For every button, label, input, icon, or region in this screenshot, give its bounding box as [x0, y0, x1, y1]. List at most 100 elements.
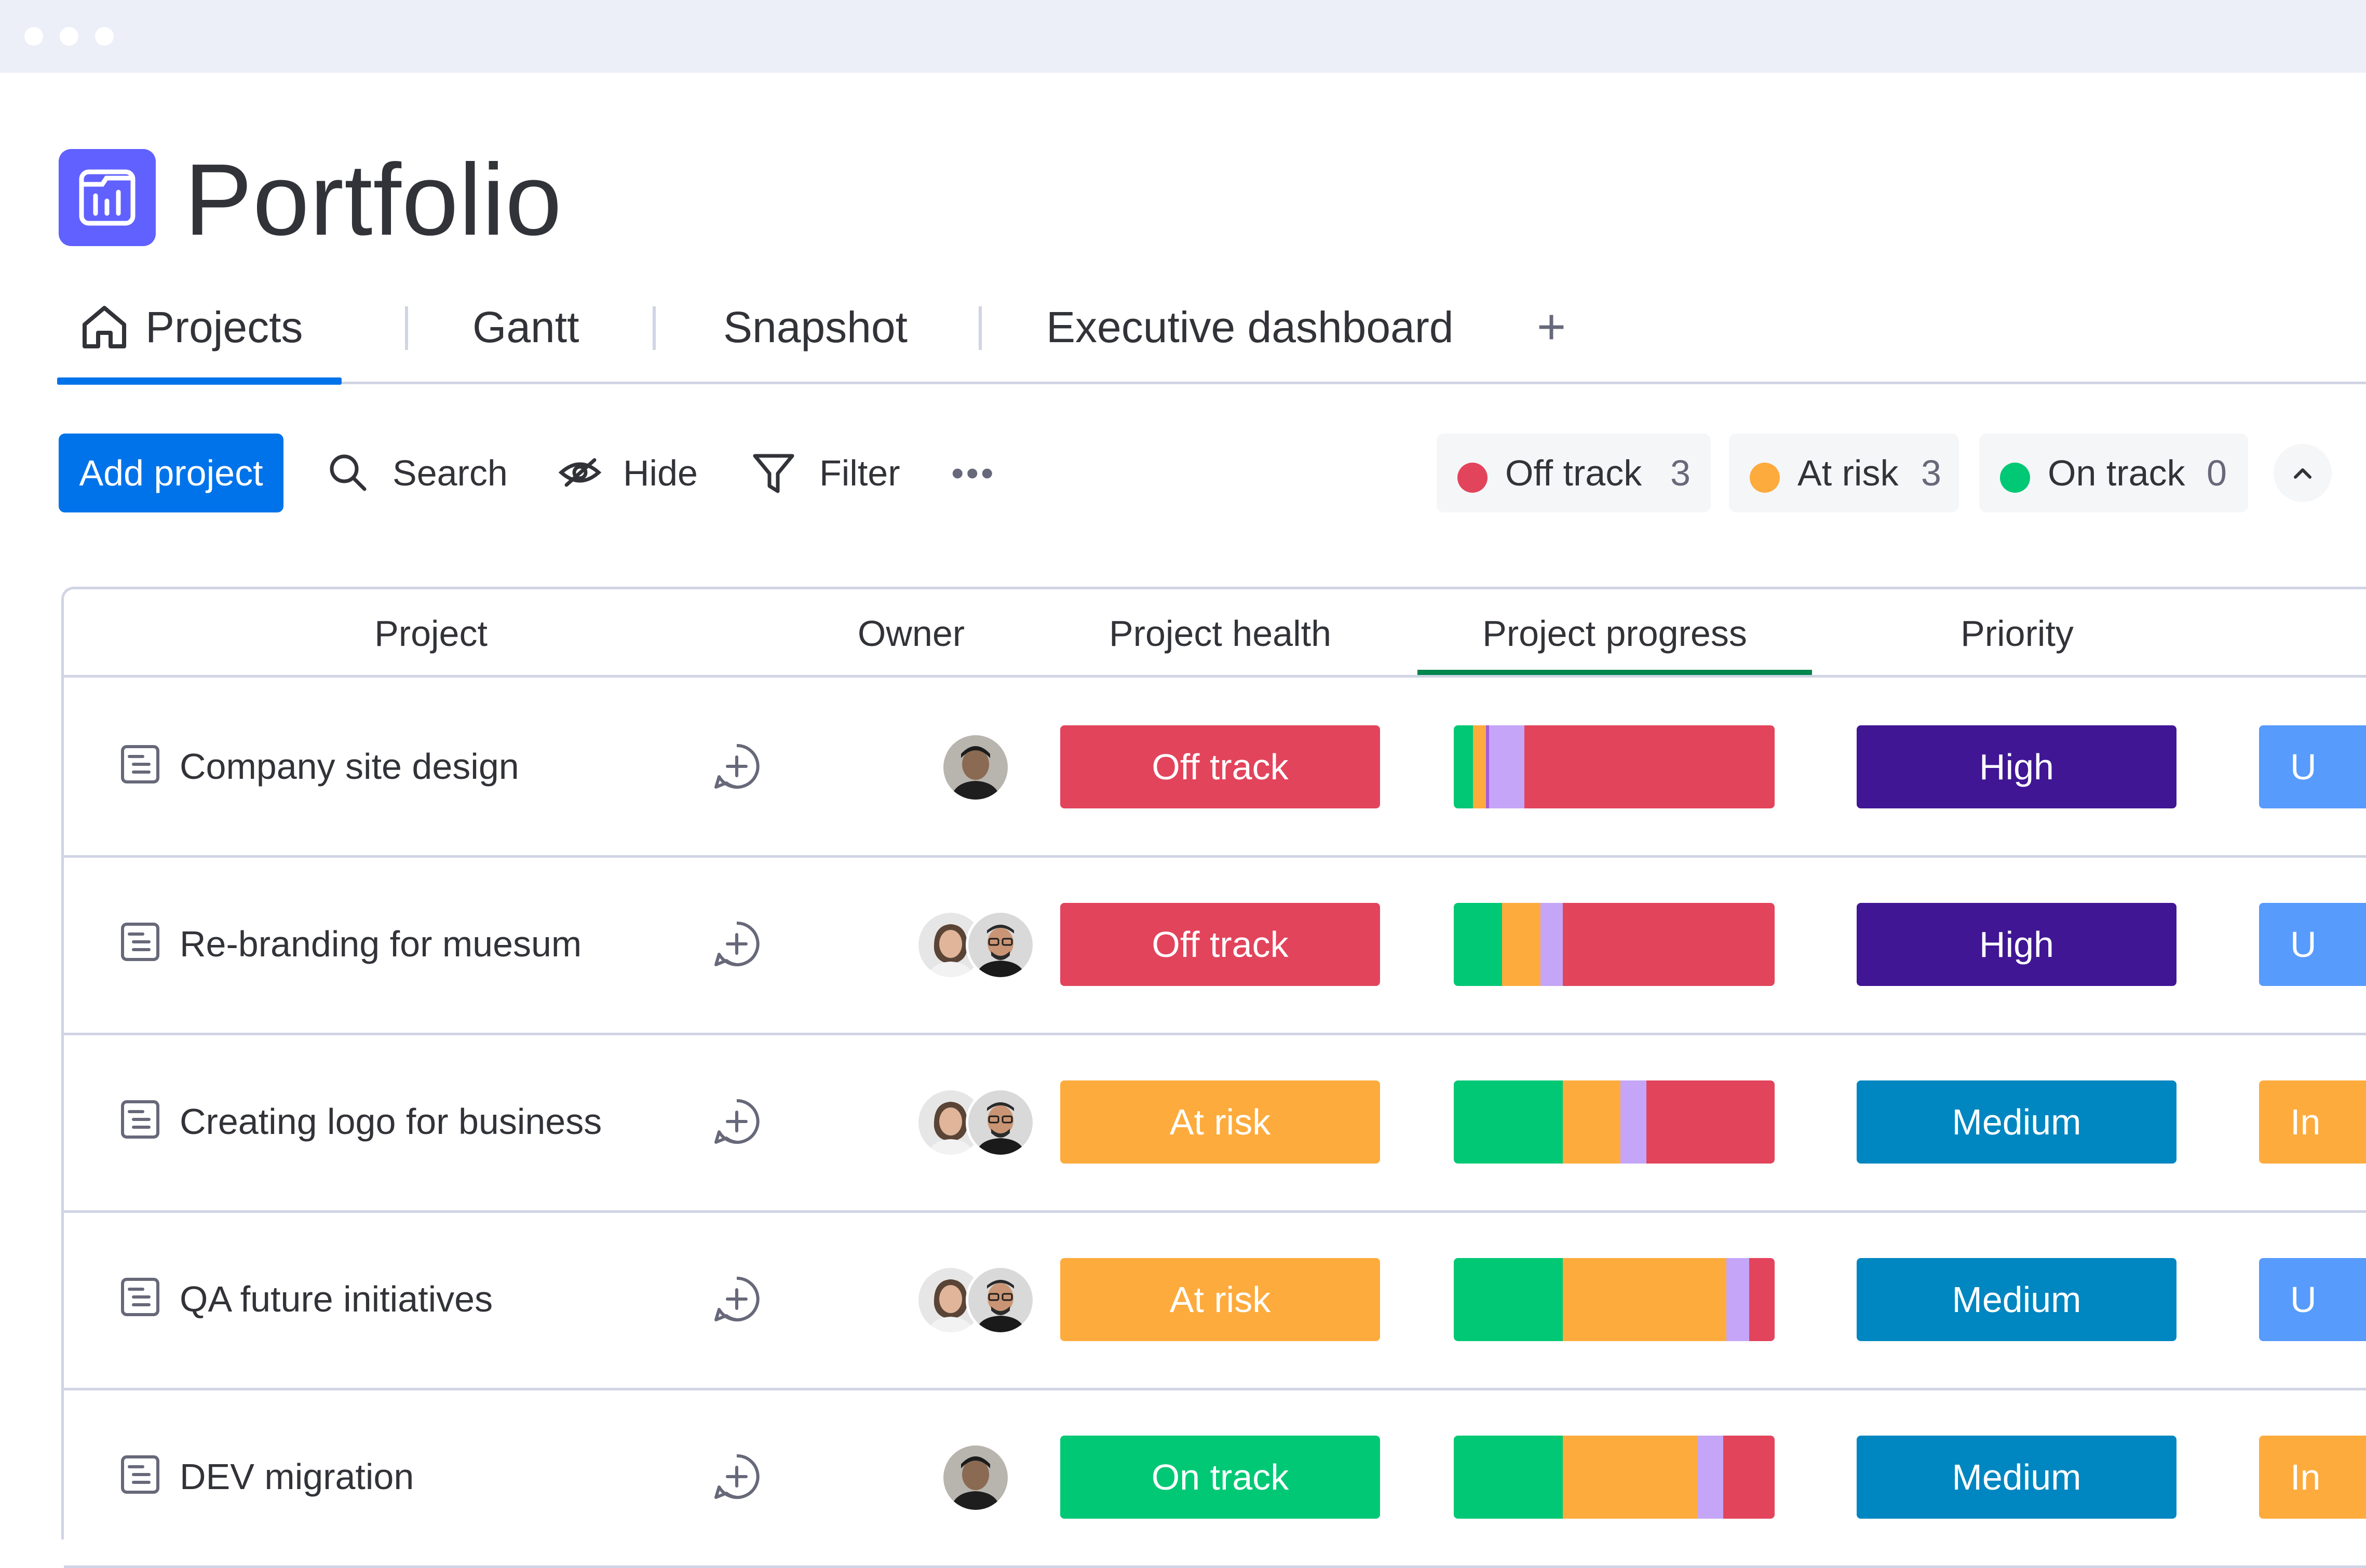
search-button[interactable]: Search [393, 453, 508, 493]
truncated-status-cell[interactable]: In [2259, 1436, 2366, 1519]
table-row[interactable]: Creating logo for business At risk Medium I… [64, 1033, 2366, 1213]
priority-badge[interactable]: Medium [1857, 1258, 2176, 1341]
active-column-indicator [1417, 670, 1812, 675]
progress-bar[interactable] [1454, 1258, 1775, 1341]
priority-badge[interactable]: High [1857, 903, 2176, 986]
truncated-status-cell[interactable]: U [2259, 903, 2366, 986]
status-dot [1457, 463, 1488, 493]
progress-segment [1454, 725, 1473, 808]
avatar[interactable] [916, 910, 985, 980]
column-header-project-progress[interactable]: Project progress [1482, 613, 1747, 654]
hide-button[interactable]: Hide [623, 453, 698, 493]
more-options-icon[interactable]: ••• [951, 453, 996, 493]
column-header-project-health[interactable]: Project health [1108, 613, 1332, 654]
progress-segment [1454, 1080, 1563, 1164]
status-chip-count: 3 [1670, 453, 1691, 493]
progress-segment [1697, 1436, 1724, 1519]
avatar[interactable] [966, 1088, 1035, 1157]
add-tab-button[interactable]: + [1537, 299, 1566, 355]
add-update-icon[interactable] [713, 1098, 761, 1148]
tab-gantt[interactable]: Gantt [472, 303, 579, 352]
avatar[interactable] [941, 1443, 1010, 1512]
table-row[interactable]: QA future initiatives At risk Medium U [64, 1210, 2366, 1390]
project-name[interactable]: DEV migration [180, 1456, 414, 1497]
avatar[interactable] [941, 733, 1010, 802]
status-badge[interactable]: At risk [1060, 1080, 1380, 1164]
status-chip-label: At risk [1797, 453, 1899, 493]
window-dot [24, 27, 43, 46]
window-titlebar [0, 0, 2366, 73]
avatar[interactable] [916, 1265, 985, 1335]
filter-button[interactable]: Filter [819, 453, 900, 493]
tab-projects[interactable]: Projects [145, 303, 303, 352]
table-row[interactable]: Company site design Off track High U [64, 678, 2366, 858]
progress-segment [1502, 903, 1540, 986]
owner-avatars[interactable] [941, 1443, 1010, 1512]
owner-avatars[interactable] [941, 733, 1010, 802]
document-icon [120, 744, 160, 787]
progress-segment [1454, 1258, 1563, 1341]
status-chip-count: 0 [2207, 453, 2227, 493]
priority-badge[interactable]: Medium [1857, 1436, 2176, 1519]
filter-icon[interactable] [752, 452, 795, 498]
progress-segment [1563, 1258, 1727, 1341]
progress-segment [1563, 1080, 1621, 1164]
add-project-button[interactable]: Add project [59, 434, 283, 512]
progress-bar[interactable] [1454, 1436, 1775, 1519]
collapse-button[interactable] [2274, 444, 2332, 502]
project-name[interactable]: Re-branding for muesum [180, 924, 582, 964]
column-header-priority[interactable]: Priority [1961, 613, 2074, 654]
add-update-icon[interactable] [713, 1275, 761, 1326]
column-header-project[interactable]: Project [374, 613, 488, 654]
status-badge[interactable]: Off track [1060, 903, 1380, 986]
progress-segment [1646, 1080, 1775, 1164]
column-header-owner[interactable]: Owner [857, 613, 965, 654]
owner-avatars[interactable] [916, 1265, 1035, 1335]
priority-badge[interactable]: Medium [1857, 1080, 2176, 1164]
owner-avatars[interactable] [916, 1088, 1035, 1157]
status-chip-on-track[interactable]: On track 0 [1979, 434, 2248, 512]
progress-bar[interactable] [1454, 903, 1775, 986]
progress-bar[interactable] [1454, 725, 1775, 808]
projects-table [61, 587, 2366, 1539]
tabs-divider [57, 382, 2366, 384]
project-name[interactable]: Company site design [180, 746, 519, 787]
add-update-icon[interactable] [713, 1453, 761, 1503]
window-dot [60, 27, 78, 46]
progress-segment [1726, 1258, 1749, 1341]
tab-executive-dashboard[interactable]: Executive dashboard [1046, 303, 1454, 352]
status-badge[interactable]: Off track [1060, 725, 1380, 808]
status-badge[interactable]: On track [1060, 1436, 1380, 1519]
tab-snapshot[interactable]: Snapshot [723, 303, 908, 352]
status-dot [1750, 463, 1780, 493]
tab-divider [979, 306, 982, 350]
page-title: Portfolio [184, 143, 563, 256]
truncated-status-cell[interactable]: U [2259, 1258, 2366, 1341]
add-update-icon[interactable] [713, 742, 761, 793]
progress-bar[interactable] [1454, 1080, 1775, 1164]
add-update-icon[interactable] [713, 920, 761, 970]
table-row[interactable]: DEV migration On track Medium In [64, 1388, 2366, 1568]
progress-segment [1749, 1258, 1775, 1341]
active-tab-indicator [57, 377, 342, 385]
status-badge[interactable]: At risk [1060, 1258, 1380, 1341]
avatar[interactable] [966, 1265, 1035, 1335]
progress-segment [1524, 725, 1775, 808]
priority-badge[interactable]: High [1857, 725, 2176, 808]
search-icon[interactable] [327, 452, 369, 496]
avatar[interactable] [966, 910, 1035, 980]
eye-off-icon[interactable] [558, 452, 602, 496]
status-chip-count: 3 [1921, 453, 1941, 493]
status-chip-at-risk[interactable]: At risk 3 [1729, 434, 1959, 512]
progress-segment [1489, 725, 1524, 808]
truncated-status-cell[interactable]: In [2259, 1080, 2366, 1164]
document-icon [120, 1454, 160, 1497]
home-icon[interactable] [79, 304, 129, 353]
truncated-status-cell[interactable]: U [2259, 725, 2366, 808]
project-name[interactable]: QA future initiatives [180, 1279, 493, 1319]
status-chip-off-track[interactable]: Off track 3 [1437, 434, 1711, 512]
table-row[interactable]: Re-branding for muesum Off track High U [64, 855, 2366, 1035]
project-name[interactable]: Creating logo for business [180, 1101, 602, 1142]
owner-avatars[interactable] [916, 910, 1035, 980]
window-dot [95, 27, 114, 46]
